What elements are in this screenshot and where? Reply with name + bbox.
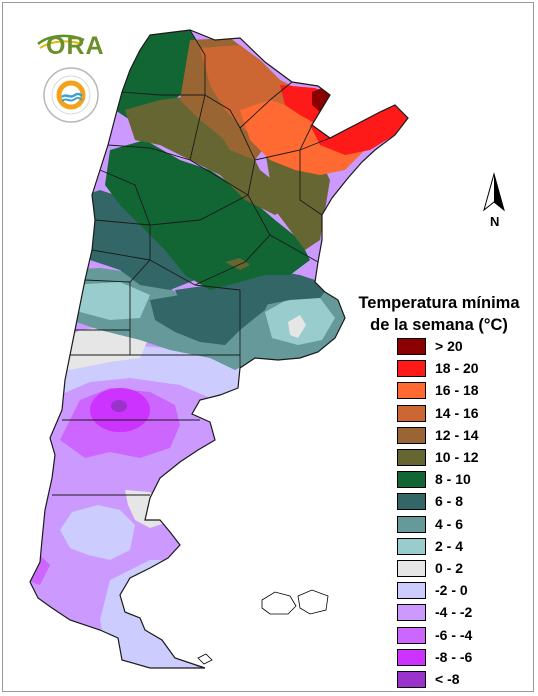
legend-item: 4 - 6 [397,515,527,534]
legend-title-line2: de la semana (°C) [370,316,508,334]
legend-swatch [397,471,426,489]
legend-item: 8 - 10 [397,471,527,489]
legend-label: 12 - 14 [435,426,479,443]
legend-item: -6 - -4 [397,626,527,645]
legend-swatch [397,582,426,600]
legend-item: < -8 [397,671,527,689]
legend-swatch [397,648,426,666]
north-arrow: N [478,172,510,232]
legend-swatch [397,338,426,355]
legend-label: -8 - -6 [435,648,473,665]
legend-swatch [397,404,426,422]
legend-swatch [397,537,426,555]
legend-item: 6 - 8 [397,493,527,511]
ora-logo: ORA [36,30,106,60]
legend-label: 0 - 2 [435,560,464,576]
legend-label: 8 - 10 [435,471,471,488]
legend-swatch [397,493,426,511]
legend-label: 14 - 16 [435,404,479,421]
legend-label: 18 - 20 [435,360,479,377]
legend-label: > 20 [435,338,463,354]
legend-swatch [397,449,426,466]
legend-label: -4 - -2 [435,604,473,621]
legend-item: 0 - 2 [397,560,527,578]
legend-swatch [397,604,426,622]
legend-item: 18 - 20 [397,360,527,378]
legend-label: 4 - 6 [435,515,464,532]
legend-swatch [397,382,426,400]
legend-swatch [397,560,426,577]
smn-seal-icon [43,67,99,123]
legend-label: 10 - 12 [435,449,479,465]
legend-label: 6 - 8 [435,493,464,510]
legend-label: < -8 [435,671,460,687]
province-borders [29,29,409,669]
legend-item: 12 - 14 [397,426,527,445]
north-label: N [490,214,500,229]
legend-item: 2 - 4 [397,537,527,556]
north-arrow-icon [483,172,505,212]
legend-item: -8 - -6 [397,648,527,667]
islands [197,589,329,665]
legend-title: Temperatura mínima de la semana (°C) [344,292,534,336]
legend-label: -6 - -4 [435,626,473,643]
ora-swoosh-icon [37,34,85,49]
ora-logo-text: ORA [46,32,105,60]
legend-swatch [397,671,426,688]
legend-label: 16 - 18 [435,382,479,399]
legend-item: 16 - 18 [397,382,527,400]
legend-item: -4 - -2 [397,604,527,622]
legend-item: 10 - 12 [397,449,527,467]
legend-item: > 20 [397,338,527,356]
legend-item: -2 - 0 [397,582,527,600]
smn-seal [42,66,100,124]
legend-item: 14 - 16 [397,404,527,423]
legend-swatch [397,426,426,444]
legend-label: -2 - 0 [435,582,468,599]
legend-swatch [397,515,426,533]
legend-swatch [397,626,426,644]
legend-title-line1: Temperatura mínima [358,294,520,312]
legend-label: 2 - 4 [435,537,464,554]
legend-swatch [397,360,426,378]
